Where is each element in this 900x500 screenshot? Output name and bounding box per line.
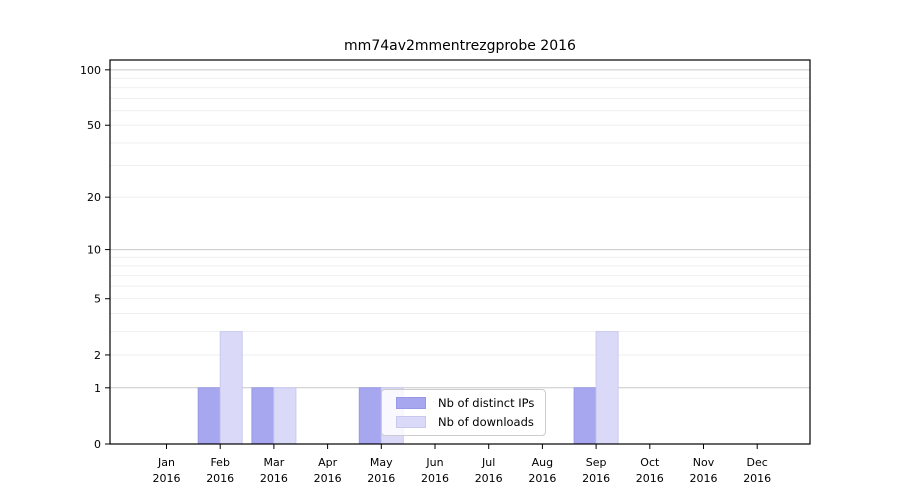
y-tick-label: 10 <box>87 244 101 257</box>
x-tick-label-year: 2016 <box>690 472 718 485</box>
y-tick-label: 50 <box>87 119 101 132</box>
legend-item-distinct-ips: Nb of distinct IPs <box>396 396 537 410</box>
x-tick-label-month: Oct <box>640 456 660 469</box>
x-tick-label-year: 2016 <box>636 472 664 485</box>
x-tick-label-year: 2016 <box>260 472 288 485</box>
gridlines-layer <box>110 69 810 389</box>
y-tick-label: 20 <box>87 191 101 204</box>
x-tick-label-month: May <box>370 456 393 469</box>
bar-distinct-ips-feb <box>197 387 221 445</box>
axes-layer: 0 1 2 5 10 20 50 100 Jan 2016 Feb 2016 Mar 2016 Apr 201… <box>80 59 811 485</box>
bar-downloads-sep <box>595 331 619 445</box>
y-tick-label: 0 <box>94 438 101 451</box>
x-tick-label-month: Dec <box>747 456 768 469</box>
x-tick-label-month: Apr <box>318 456 338 469</box>
legend-label-distinct-ips: Nb of distinct IPs <box>438 396 535 411</box>
legend: Nb of distinct IPs Nb of downloads <box>381 389 546 436</box>
bars-layer <box>197 331 619 445</box>
x-tick-label-month: Nov <box>693 456 715 469</box>
bar-downloads-mar <box>273 387 297 445</box>
x-tick-label-month: Mar <box>264 456 285 469</box>
legend-label-downloads: Nb of downloads <box>438 414 534 429</box>
bar-distinct-ips-mar <box>251 387 275 445</box>
x-tick-label-year: 2016 <box>153 472 181 485</box>
x-tick-label-year: 2016 <box>314 472 342 485</box>
x-tick-label-year: 2016 <box>743 472 771 485</box>
x-tick-label-year: 2016 <box>528 472 556 485</box>
bar-distinct-ips-sep <box>573 387 597 445</box>
legend-swatch-downloads <box>396 415 426 428</box>
x-tick-label-month: Jul <box>481 456 495 469</box>
x-tick-label-month: Jun <box>425 456 443 469</box>
y-tick-label: 1 <box>94 382 101 395</box>
legend-swatch-distinct-ips <box>396 397 426 410</box>
x-tick-label-year: 2016 <box>582 472 610 485</box>
plot-border <box>109 59 811 445</box>
x-tick-label-month: Jan <box>157 456 175 469</box>
bar-distinct-ips-may <box>358 387 382 445</box>
x-tick-label-year: 2016 <box>421 472 449 485</box>
bar-downloads-feb <box>219 331 243 445</box>
chart-title: mm74av2mmentrezgprobe 2016 <box>344 38 576 54</box>
x-tick-label-month: Feb <box>210 456 229 469</box>
y-tick-label: 5 <box>94 293 101 306</box>
x-tick-label-month: Sep <box>586 456 607 469</box>
x-tick-label-year: 2016 <box>206 472 234 485</box>
x-tick-label-year: 2016 <box>475 472 503 485</box>
x-tick-label-month: Aug <box>532 456 553 469</box>
y-tick-label: 2 <box>94 349 101 362</box>
x-tick-label-year: 2016 <box>367 472 395 485</box>
y-tick-label: 100 <box>80 64 101 77</box>
legend-item-downloads: Nb of downloads <box>396 415 537 429</box>
